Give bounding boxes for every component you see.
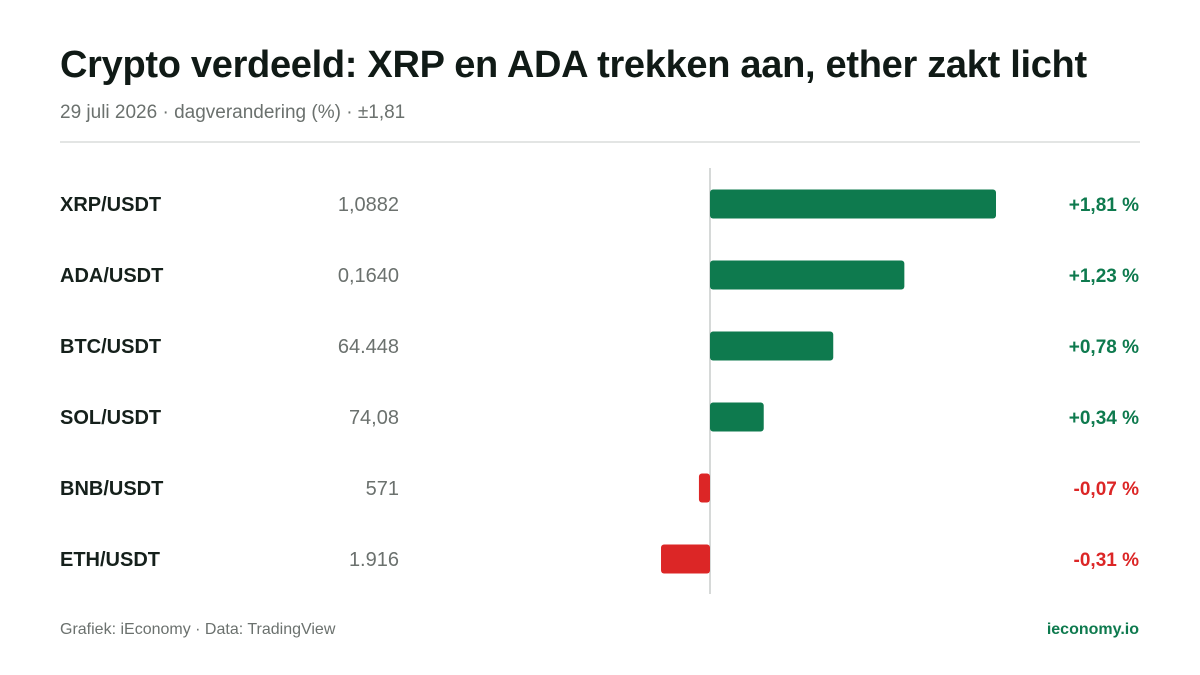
chart-title: Crypto verdeeld: XRP en ADA trekken aan,…: [60, 44, 1087, 86]
bar-eth-usdt: [661, 544, 710, 574]
change-label-ada-usdt: +1,23 %: [1069, 266, 1139, 287]
bar-ada-usdt: [710, 260, 905, 290]
bar-bnb-usdt: [698, 473, 710, 503]
pair-label-bnb-usdt: BNB/USDT: [60, 478, 163, 500]
pair-label-sol-usdt: SOL/USDT: [60, 407, 161, 429]
pair-label-eth-usdt: ETH/USDT: [60, 549, 160, 571]
price-label-bnb-usdt: 571: [366, 478, 399, 500]
change-label-eth-usdt: -0,31 %: [1074, 550, 1140, 571]
header-divider: [60, 141, 1140, 143]
price-label-sol-usdt: 74,08: [349, 407, 399, 429]
footer-source: Grafiek: iEconomy · Data: TradingView: [60, 621, 336, 638]
price-label-btc-usdt: 64.448: [338, 336, 399, 358]
price-label-eth-usdt: 1.916: [349, 549, 399, 571]
bar-sol-usdt: [710, 402, 764, 432]
bar-btc-usdt: [710, 331, 834, 361]
price-label-xrp-usdt: 1,0882: [338, 194, 399, 216]
price-label-ada-usdt: 0,1640: [338, 265, 399, 287]
change-label-sol-usdt: +0,34 %: [1069, 408, 1139, 429]
chart-subtitle: 29 juli 2026 · dagverandering (%) · ±1,8…: [60, 102, 406, 123]
pair-label-ada-usdt: ADA/USDT: [60, 265, 163, 287]
bar-xrp-usdt: [710, 189, 996, 219]
footer-brand-link[interactable]: ieconomy.io: [1046, 621, 1139, 638]
change-label-btc-usdt: +0,78 %: [1069, 337, 1139, 358]
pair-label-btc-usdt: BTC/USDT: [60, 336, 161, 358]
change-label-xrp-usdt: +1,81 %: [1069, 195, 1139, 216]
pair-label-xrp-usdt: XRP/USDT: [60, 194, 161, 216]
change-label-bnb-usdt: -0,07 %: [1074, 479, 1140, 500]
